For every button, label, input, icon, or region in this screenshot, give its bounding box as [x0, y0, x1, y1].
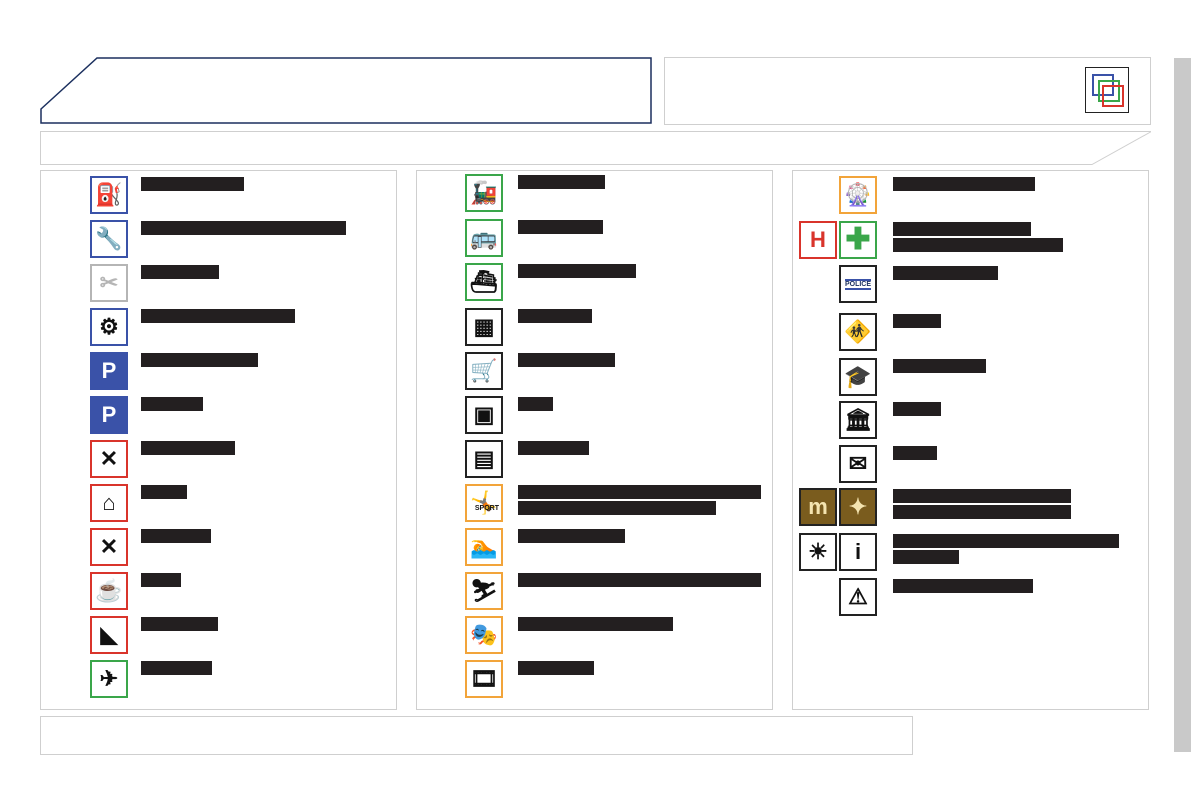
- train-station-icon: 🚂: [465, 174, 503, 212]
- page-title-box: [40, 57, 652, 124]
- redacted-text: [893, 534, 1119, 548]
- bank-icon: ▣: [465, 396, 503, 434]
- wrench-icon: 🔧: [90, 220, 128, 258]
- shopping-cart-icon: 🛒: [465, 352, 503, 390]
- redacted-text: [518, 441, 589, 455]
- redacted-text: [141, 441, 235, 455]
- parking-icon: P: [90, 396, 128, 434]
- redacted-text: [141, 265, 219, 279]
- column-2: [416, 170, 773, 710]
- rest-area-icon: ◣: [90, 616, 128, 654]
- copy-icon[interactable]: [1085, 67, 1129, 113]
- redacted-text: [893, 266, 998, 280]
- cash-machine-icon: ▤: [465, 440, 503, 478]
- airport-icon: ✈: [90, 660, 128, 698]
- redacted-text: [141, 485, 187, 499]
- redacted-text: [518, 661, 594, 675]
- redacted-text: [518, 529, 625, 543]
- redacted-text: [518, 397, 553, 411]
- ski-icon: ⛷: [465, 572, 503, 610]
- tourist-info-icon: i: [839, 533, 877, 571]
- tourist-info-pair-icon: ☀: [799, 533, 837, 571]
- bus-station-icon: 🚌: [465, 219, 503, 257]
- sport-icon: 🤸 SPORT: [465, 484, 503, 522]
- subheader-box: [40, 131, 1151, 165]
- covered-parking-icon: P: [90, 352, 128, 390]
- hotel-bed-icon: ⌂: [90, 484, 128, 522]
- redacted-text: [141, 177, 244, 191]
- police-icon: POLICE: [839, 265, 877, 303]
- danger-zone-icon: ⚠: [839, 578, 877, 616]
- school-icon: 🚸: [839, 313, 877, 351]
- redacted-text: [141, 397, 203, 411]
- redacted-text: [518, 485, 761, 499]
- redacted-text: [893, 238, 1063, 252]
- redacted-text: [893, 402, 941, 416]
- redacted-text: [518, 617, 673, 631]
- scrollbar[interactable]: [1174, 58, 1191, 752]
- brand-service-icon: ✂: [90, 264, 128, 302]
- redacted-text: [518, 309, 592, 323]
- redacted-text: [893, 177, 1035, 191]
- icon-label: SPORT: [474, 505, 499, 512]
- amusement-park-icon: 🎡: [839, 176, 877, 214]
- post-office-icon: ✉: [839, 445, 877, 483]
- redacted-text: [518, 501, 716, 515]
- redacted-text: [893, 550, 959, 564]
- monument-icon: ✦: [839, 488, 877, 526]
- redacted-text: [518, 573, 761, 587]
- redacted-text: [141, 617, 218, 631]
- hospital-pair-icon: H: [799, 221, 837, 259]
- column-1: [40, 170, 397, 710]
- redacted-text: [141, 221, 346, 235]
- redacted-text: [893, 222, 1031, 236]
- redacted-text: [141, 661, 212, 675]
- cinema-icon: 🎞: [465, 660, 503, 698]
- redacted-text: [893, 579, 1033, 593]
- redacted-text: [893, 359, 986, 373]
- ferry-icon: ⛴: [465, 263, 503, 301]
- redacted-text: [141, 309, 295, 323]
- redacted-text: [141, 353, 258, 367]
- info-box: [664, 57, 1151, 125]
- theatre-icon: 🎭: [465, 616, 503, 654]
- redacted-text: [893, 446, 937, 460]
- redacted-text: [518, 353, 615, 367]
- university-icon: 🎓: [839, 358, 877, 396]
- motel-icon: ✕: [90, 440, 128, 478]
- redacted-text: [893, 489, 1071, 503]
- town-hall-icon: 🏛: [839, 401, 877, 439]
- restaurant-icon: ✕: [90, 528, 128, 566]
- icon-label: POLICE: [844, 278, 872, 290]
- monument-pair-icon: m: [799, 488, 837, 526]
- footer-box: [40, 716, 913, 755]
- column-3: [792, 170, 1149, 710]
- redacted-text: [141, 573, 181, 587]
- redacted-text: [518, 220, 603, 234]
- redacted-text: [893, 505, 1071, 519]
- hospital-icon: ✚: [839, 221, 877, 259]
- redacted-text: [518, 175, 605, 189]
- industrial-zone-icon: ▦: [465, 308, 503, 346]
- cafe-icon: ☕: [90, 572, 128, 610]
- redacted-text: [893, 314, 941, 328]
- redacted-text: [141, 529, 211, 543]
- redacted-text: [518, 264, 636, 278]
- conference-icon: ⚙: [90, 308, 128, 346]
- swimming-icon: 🏊: [465, 528, 503, 566]
- fuel-pump-icon: ⛽: [90, 176, 128, 214]
